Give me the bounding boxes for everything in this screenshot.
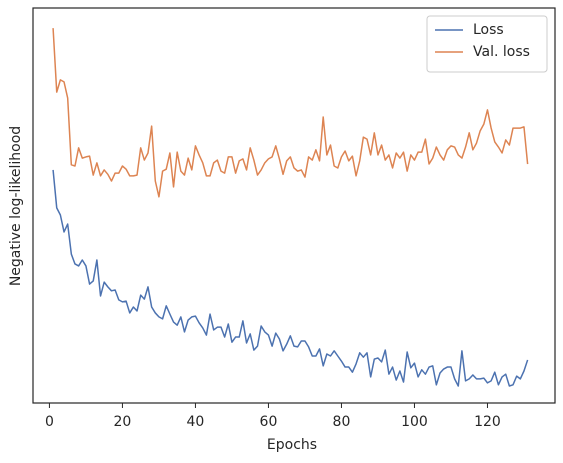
x-tick-label: 40: [187, 414, 205, 430]
x-tick-label: 80: [333, 414, 351, 430]
y-axis-label: Negative log-likelihood: [8, 126, 24, 286]
legend-label: Val. loss: [473, 44, 530, 60]
x-tick-label: 20: [114, 414, 132, 430]
legend-label: Loss: [473, 22, 504, 38]
plot-frame: [32, 7, 556, 404]
x-tick-label: 0: [45, 414, 54, 430]
x-tick-label: 120: [474, 414, 501, 430]
x-axis-label: Epochs: [267, 437, 317, 453]
x-tick-label: 100: [401, 414, 428, 430]
series-line: [52, 28, 529, 198]
series-line: [52, 169, 529, 387]
x-tick-label: 60: [260, 414, 278, 430]
